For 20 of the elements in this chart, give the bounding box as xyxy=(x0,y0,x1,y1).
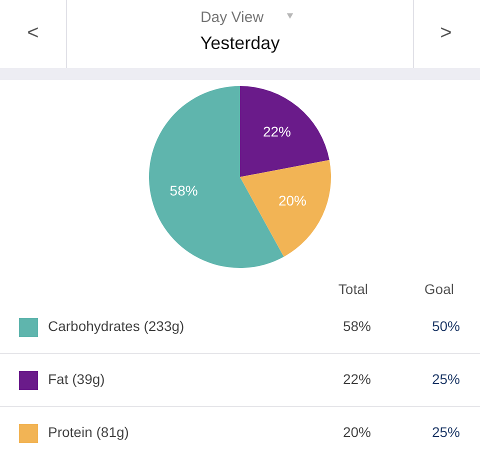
text: > xyxy=(440,22,452,44)
chart-title: Yesterday xyxy=(200,33,280,53)
text: 20% xyxy=(342,424,371,440)
text: < xyxy=(27,22,39,44)
legend-label: Fat (39g) xyxy=(48,371,105,387)
data-label: 20% xyxy=(278,192,306,209)
text: Goal xyxy=(424,281,454,297)
text: 22% xyxy=(342,371,371,387)
text: 25% xyxy=(432,371,460,387)
data-label: 22% xyxy=(262,123,291,140)
text: Total xyxy=(338,281,368,297)
data-label: 58% xyxy=(170,182,198,198)
legend-label: Carbohydrates (233g) xyxy=(48,318,184,334)
text: 50% xyxy=(432,318,460,334)
pie-slice xyxy=(240,86,330,177)
text: 25% xyxy=(432,424,460,440)
legend-label: Protein (81g) xyxy=(48,424,129,440)
pie-slice xyxy=(240,160,331,257)
chart-subtitle: Day View xyxy=(200,9,264,26)
text: 58% xyxy=(342,318,371,334)
